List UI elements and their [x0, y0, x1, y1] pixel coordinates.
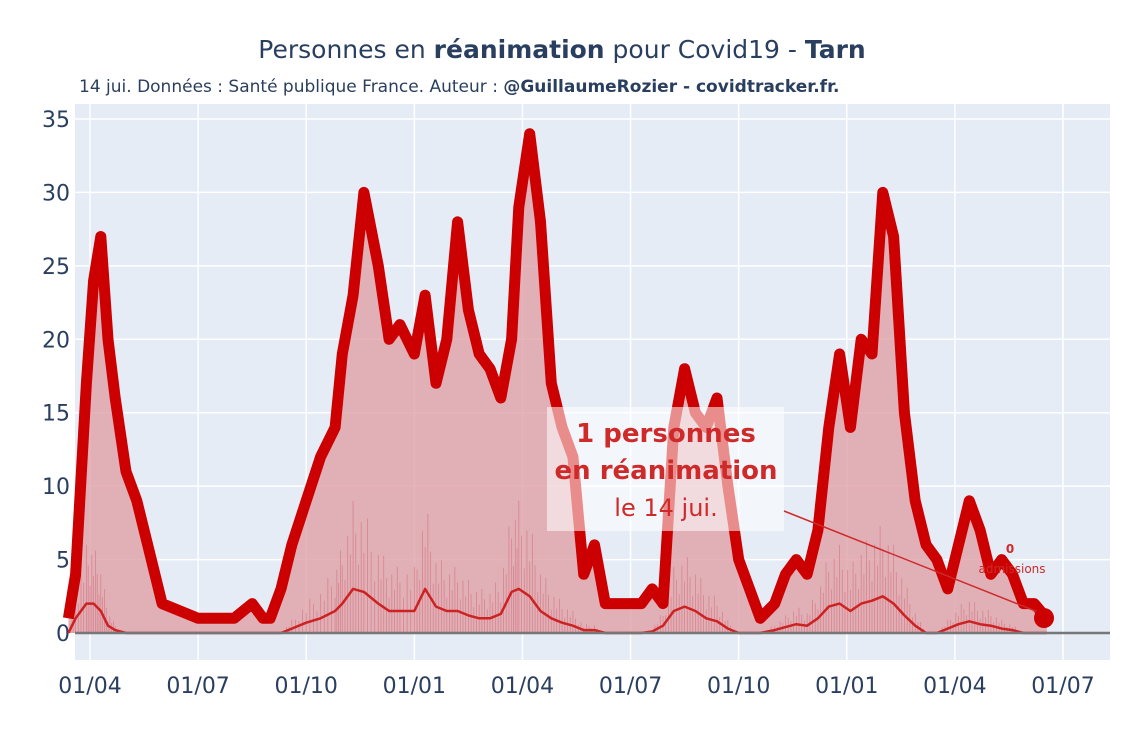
- annotation2-label: admissions: [978, 562, 1045, 576]
- y-tick-label: 10: [42, 475, 70, 500]
- x-tick-label: 01/07: [166, 674, 229, 699]
- y-axis-ticks: 0 5 10 15 20 25 30 35: [42, 108, 70, 647]
- chart-title: Personnes en réanimation pour Covid19 - …: [258, 35, 865, 64]
- annotation-line2: en réanimation: [555, 456, 778, 486]
- annotation-arrow: [783, 510, 1039, 613]
- y-tick-label: 20: [42, 328, 70, 353]
- x-tick-label: 01/01: [815, 674, 878, 699]
- annotation-line3: le 14 jui.: [614, 494, 717, 522]
- x-tick-label: 01/04: [923, 674, 986, 699]
- last-point-marker: [1034, 608, 1054, 628]
- x-tick-label: 01/04: [58, 674, 121, 699]
- x-tick-label: 01/04: [491, 674, 554, 699]
- x-tick-label: 01/01: [383, 674, 446, 699]
- series-area-fill: [68, 133, 1047, 633]
- chart-subtitle: 14 jui. Données : Santé publique France.…: [79, 77, 840, 97]
- annotation2-value: 0: [1006, 542, 1014, 556]
- series-line-reanimation: [62, 128, 1051, 624]
- x-tick-label: 01/07: [599, 674, 662, 699]
- y-tick-label: 5: [56, 549, 70, 574]
- y-tick-label: 35: [42, 108, 70, 133]
- y-tick-label: 30: [42, 181, 70, 206]
- annotation-box: [547, 407, 784, 531]
- x-tick-label: 01/07: [1031, 674, 1094, 699]
- annotation-line1: 1 personnes: [576, 419, 756, 449]
- x-tick-label: 01/10: [275, 674, 338, 699]
- y-tick-label: 25: [42, 255, 70, 280]
- x-axis-ticks: 01/04 01/07 01/10 01/01 01/04 01/07 01/10 01/01…: [58, 674, 1094, 699]
- y-tick-label: 0: [56, 622, 70, 647]
- y-tick-label: 15: [42, 402, 70, 427]
- x-tick-label: 01/10: [707, 674, 770, 699]
